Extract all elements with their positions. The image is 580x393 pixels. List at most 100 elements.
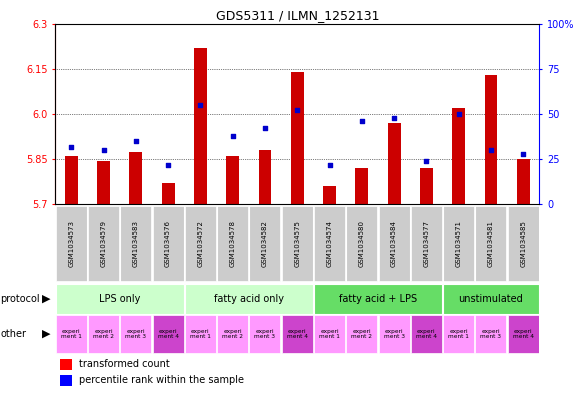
Bar: [129, 152, 142, 204]
Bar: [217, 206, 248, 281]
Point: [67, 143, 76, 150]
Bar: [314, 206, 345, 281]
Bar: [484, 75, 498, 204]
Text: LPS only: LPS only: [99, 294, 140, 304]
Text: experi
ment 1: experi ment 1: [190, 329, 211, 340]
Text: experi
ment 4: experi ment 4: [287, 329, 308, 340]
Point: [357, 118, 367, 124]
Bar: [88, 315, 119, 353]
Text: GSM1034574: GSM1034574: [327, 220, 332, 267]
Bar: [411, 315, 442, 353]
Bar: [346, 206, 378, 281]
Bar: [387, 123, 401, 204]
Text: experi
ment 2: experi ment 2: [351, 329, 372, 340]
Bar: [185, 284, 313, 314]
Text: GSM1034582: GSM1034582: [262, 220, 268, 267]
Point: [325, 162, 334, 168]
Bar: [226, 156, 239, 204]
Text: experi
ment 2: experi ment 2: [93, 329, 114, 340]
Bar: [291, 72, 304, 204]
Text: experi
ment 3: experi ment 3: [383, 329, 405, 340]
Text: GSM1034576: GSM1034576: [165, 220, 171, 267]
Text: experi
ment 4: experi ment 4: [513, 329, 534, 340]
Bar: [60, 375, 72, 386]
Bar: [476, 315, 506, 353]
Point: [260, 125, 270, 132]
Point: [292, 107, 302, 114]
Bar: [452, 108, 465, 204]
Text: experi
ment 3: experi ment 3: [125, 329, 146, 340]
Bar: [476, 206, 506, 281]
Bar: [443, 206, 474, 281]
Bar: [314, 284, 442, 314]
Text: GSM1034571: GSM1034571: [456, 220, 462, 267]
Bar: [153, 315, 184, 353]
Bar: [120, 206, 151, 281]
Text: other: other: [1, 329, 27, 339]
Bar: [282, 206, 313, 281]
Text: protocol: protocol: [1, 294, 40, 304]
Text: unstimulated: unstimulated: [459, 294, 523, 304]
Text: GSM1034583: GSM1034583: [133, 220, 139, 267]
Text: ▶: ▶: [42, 329, 50, 339]
Point: [422, 158, 431, 164]
Bar: [282, 315, 313, 353]
Text: experi
ment 3: experi ment 3: [480, 329, 502, 340]
Text: GSM1034585: GSM1034585: [520, 220, 526, 267]
Bar: [65, 156, 78, 204]
Text: GSM1034575: GSM1034575: [294, 220, 300, 267]
Text: experi
ment 2: experi ment 2: [222, 329, 243, 340]
Point: [519, 151, 528, 157]
Text: experi
ment 4: experi ment 4: [416, 329, 437, 340]
Bar: [185, 206, 216, 281]
Bar: [420, 168, 433, 204]
Text: GSM1034572: GSM1034572: [197, 220, 204, 267]
Text: experi
ment 4: experi ment 4: [158, 329, 179, 340]
Point: [195, 102, 205, 108]
Bar: [56, 315, 87, 353]
Bar: [56, 284, 184, 314]
Text: GSM1034579: GSM1034579: [100, 220, 107, 267]
Bar: [162, 183, 175, 204]
Point: [164, 162, 173, 168]
Point: [389, 114, 398, 121]
Bar: [88, 206, 119, 281]
Bar: [346, 315, 378, 353]
Bar: [443, 315, 474, 353]
Point: [486, 147, 495, 153]
Text: GSM1034584: GSM1034584: [391, 220, 397, 267]
Text: GSM1034577: GSM1034577: [423, 220, 429, 267]
Bar: [323, 186, 336, 204]
Text: GSM1034580: GSM1034580: [359, 220, 365, 267]
Bar: [60, 359, 72, 369]
Point: [131, 138, 140, 144]
Bar: [185, 315, 216, 353]
Text: experi
ment 3: experi ment 3: [255, 329, 276, 340]
Bar: [314, 315, 345, 353]
Point: [454, 111, 463, 117]
Text: GSM1034578: GSM1034578: [230, 220, 235, 267]
Bar: [249, 206, 281, 281]
Text: experi
ment 1: experi ment 1: [319, 329, 340, 340]
Bar: [411, 206, 442, 281]
Text: GSM1034581: GSM1034581: [488, 220, 494, 267]
Bar: [379, 206, 409, 281]
Bar: [356, 168, 368, 204]
Title: GDS5311 / ILMN_1252131: GDS5311 / ILMN_1252131: [216, 9, 379, 22]
Bar: [97, 161, 110, 204]
Text: percentile rank within the sample: percentile rank within the sample: [79, 375, 244, 385]
Bar: [217, 315, 248, 353]
Text: fatty acid + LPS: fatty acid + LPS: [339, 294, 417, 304]
Bar: [443, 284, 539, 314]
Bar: [153, 206, 184, 281]
Bar: [508, 315, 539, 353]
Text: transformed count: transformed count: [79, 359, 170, 369]
Text: fatty acid only: fatty acid only: [214, 294, 284, 304]
Bar: [379, 315, 409, 353]
Bar: [249, 315, 281, 353]
Bar: [194, 48, 207, 204]
Bar: [120, 315, 151, 353]
Bar: [259, 150, 271, 204]
Bar: [508, 206, 539, 281]
Bar: [56, 206, 87, 281]
